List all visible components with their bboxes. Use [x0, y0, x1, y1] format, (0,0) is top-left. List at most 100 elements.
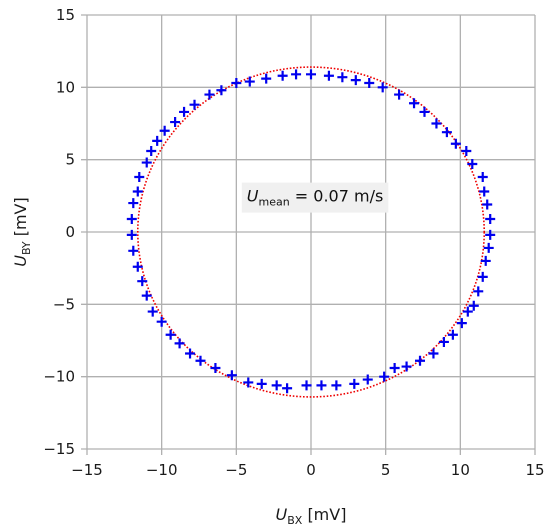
x-tick-label: −5 [225, 461, 247, 479]
data-point [132, 261, 143, 272]
data-point [483, 242, 494, 253]
y-axis-unit: [mV] [11, 197, 30, 236]
fit-ellipse [136, 66, 486, 398]
data-point [480, 255, 491, 266]
annotation-subscript: mean [259, 196, 290, 209]
data-point [128, 245, 139, 256]
data-point [389, 362, 400, 373]
data-point [126, 229, 137, 240]
data-point [450, 138, 461, 149]
y-axis-subscript: BY [20, 241, 33, 255]
data-point [291, 69, 302, 80]
x-tick-label: −15 [71, 461, 103, 479]
data-point [174, 338, 185, 349]
x-tick-label: 15 [525, 461, 544, 479]
data-point [159, 125, 170, 136]
data-point [179, 106, 190, 117]
data-point [337, 72, 348, 83]
data-point [468, 300, 479, 311]
data-point [306, 69, 316, 80]
data-point [141, 290, 152, 301]
data-point [128, 198, 139, 209]
data-point [132, 186, 143, 197]
x-axis-subscript: BX [287, 514, 303, 527]
data-point [415, 355, 426, 366]
data-point [462, 306, 473, 317]
y-tick-label: −10 [43, 368, 75, 386]
y-tick-label: 0 [65, 223, 75, 241]
y-tick-label: 10 [56, 78, 75, 96]
data-point [185, 348, 196, 359]
data-point [394, 89, 405, 100]
data-point [261, 73, 272, 84]
data-point [277, 70, 288, 81]
annotation-symbol: U [247, 187, 259, 206]
x-axis-symbol: U [276, 505, 288, 524]
data-point [195, 355, 206, 366]
data-point [189, 99, 200, 110]
data-point [401, 361, 412, 372]
data-point [316, 380, 327, 391]
data-point [243, 377, 254, 388]
grid [81, 14, 536, 455]
data-point [485, 229, 496, 240]
x-tick-label: 0 [306, 461, 316, 479]
data-point [331, 380, 342, 391]
data-points [126, 69, 496, 394]
data-point [141, 157, 152, 168]
data-point [147, 306, 158, 317]
data-point [271, 380, 282, 391]
x-tick-label: −10 [146, 461, 178, 479]
x-tick-label: 5 [381, 461, 391, 479]
data-point [485, 213, 496, 224]
y-axis-label: UBY [mV] [11, 197, 33, 267]
annotation-box [241, 182, 389, 213]
data-point [467, 159, 478, 170]
data-point [282, 383, 293, 394]
data-point [447, 329, 458, 340]
x-tick-labels: −15 −10 −5 0 5 10 15 [71, 461, 544, 479]
annotation-value: = 0.07 m/s [290, 187, 384, 206]
data-point [126, 213, 137, 224]
data-point [419, 106, 430, 117]
fit-ellipse-layer [136, 66, 486, 398]
data-point [349, 378, 360, 389]
data-point [146, 145, 157, 156]
data-point [301, 380, 312, 391]
data-point [165, 329, 176, 340]
data-point [350, 75, 361, 86]
data-point [226, 370, 237, 381]
x-axis-unit: [mV] [307, 505, 346, 524]
data-point [216, 85, 227, 96]
data-point [441, 127, 452, 138]
annotation: Umean = 0.07 m/s [241, 182, 389, 213]
data-point [473, 286, 484, 297]
y-tick-labels: −15 −10 −5 0 5 10 15 [43, 6, 75, 458]
data-point [256, 378, 267, 389]
y-tick-label: 15 [56, 6, 75, 24]
data-point [137, 276, 148, 287]
data-point [364, 77, 375, 88]
data-point [431, 118, 442, 129]
data-point [479, 186, 490, 197]
data-point [379, 371, 390, 382]
y-tick-label: 5 [65, 151, 75, 169]
y-tick-label: −5 [53, 295, 75, 313]
y-tick-label: −15 [43, 440, 75, 458]
data-point [134, 172, 145, 183]
data-point [204, 89, 215, 100]
data-point [461, 145, 472, 156]
x-axis-label: UBX [mV] [276, 505, 347, 527]
data-point [438, 336, 449, 347]
data-point [428, 348, 439, 359]
data-point [244, 76, 255, 87]
data-point [377, 82, 388, 93]
data-point [170, 117, 181, 128]
annotation-text: Umean = 0.07 m/s [247, 187, 384, 209]
data-point [210, 362, 221, 373]
data-point [456, 318, 467, 329]
data-point [477, 172, 488, 183]
data-point [477, 271, 488, 282]
data-point [482, 199, 493, 210]
